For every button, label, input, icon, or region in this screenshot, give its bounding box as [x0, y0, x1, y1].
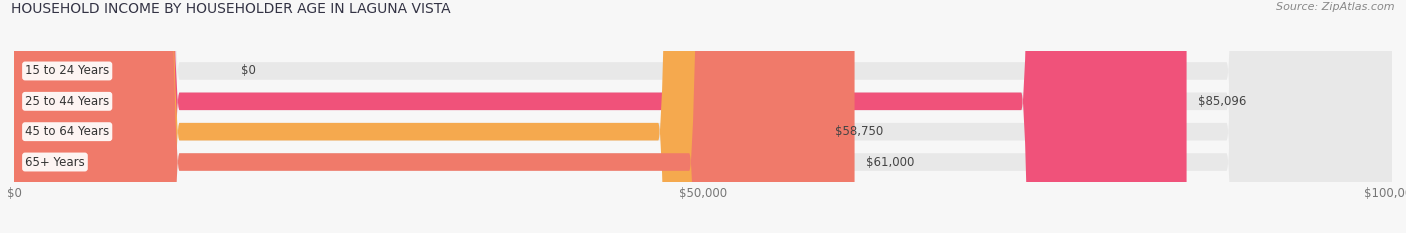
Text: 45 to 64 Years: 45 to 64 Years [25, 125, 110, 138]
FancyBboxPatch shape [14, 0, 1392, 233]
Text: $85,096: $85,096 [1198, 95, 1246, 108]
Text: $0: $0 [242, 65, 256, 78]
Text: Source: ZipAtlas.com: Source: ZipAtlas.com [1277, 2, 1395, 12]
FancyBboxPatch shape [14, 0, 1392, 233]
Text: HOUSEHOLD INCOME BY HOUSEHOLDER AGE IN LAGUNA VISTA: HOUSEHOLD INCOME BY HOUSEHOLDER AGE IN L… [11, 2, 451, 16]
FancyBboxPatch shape [14, 0, 1187, 233]
FancyBboxPatch shape [14, 0, 855, 233]
FancyBboxPatch shape [14, 0, 1392, 233]
Text: 25 to 44 Years: 25 to 44 Years [25, 95, 110, 108]
FancyBboxPatch shape [14, 0, 1392, 233]
Text: 65+ Years: 65+ Years [25, 155, 84, 168]
Text: 15 to 24 Years: 15 to 24 Years [25, 65, 110, 78]
FancyBboxPatch shape [14, 0, 824, 233]
Text: $58,750: $58,750 [835, 125, 883, 138]
Text: $61,000: $61,000 [866, 155, 914, 168]
